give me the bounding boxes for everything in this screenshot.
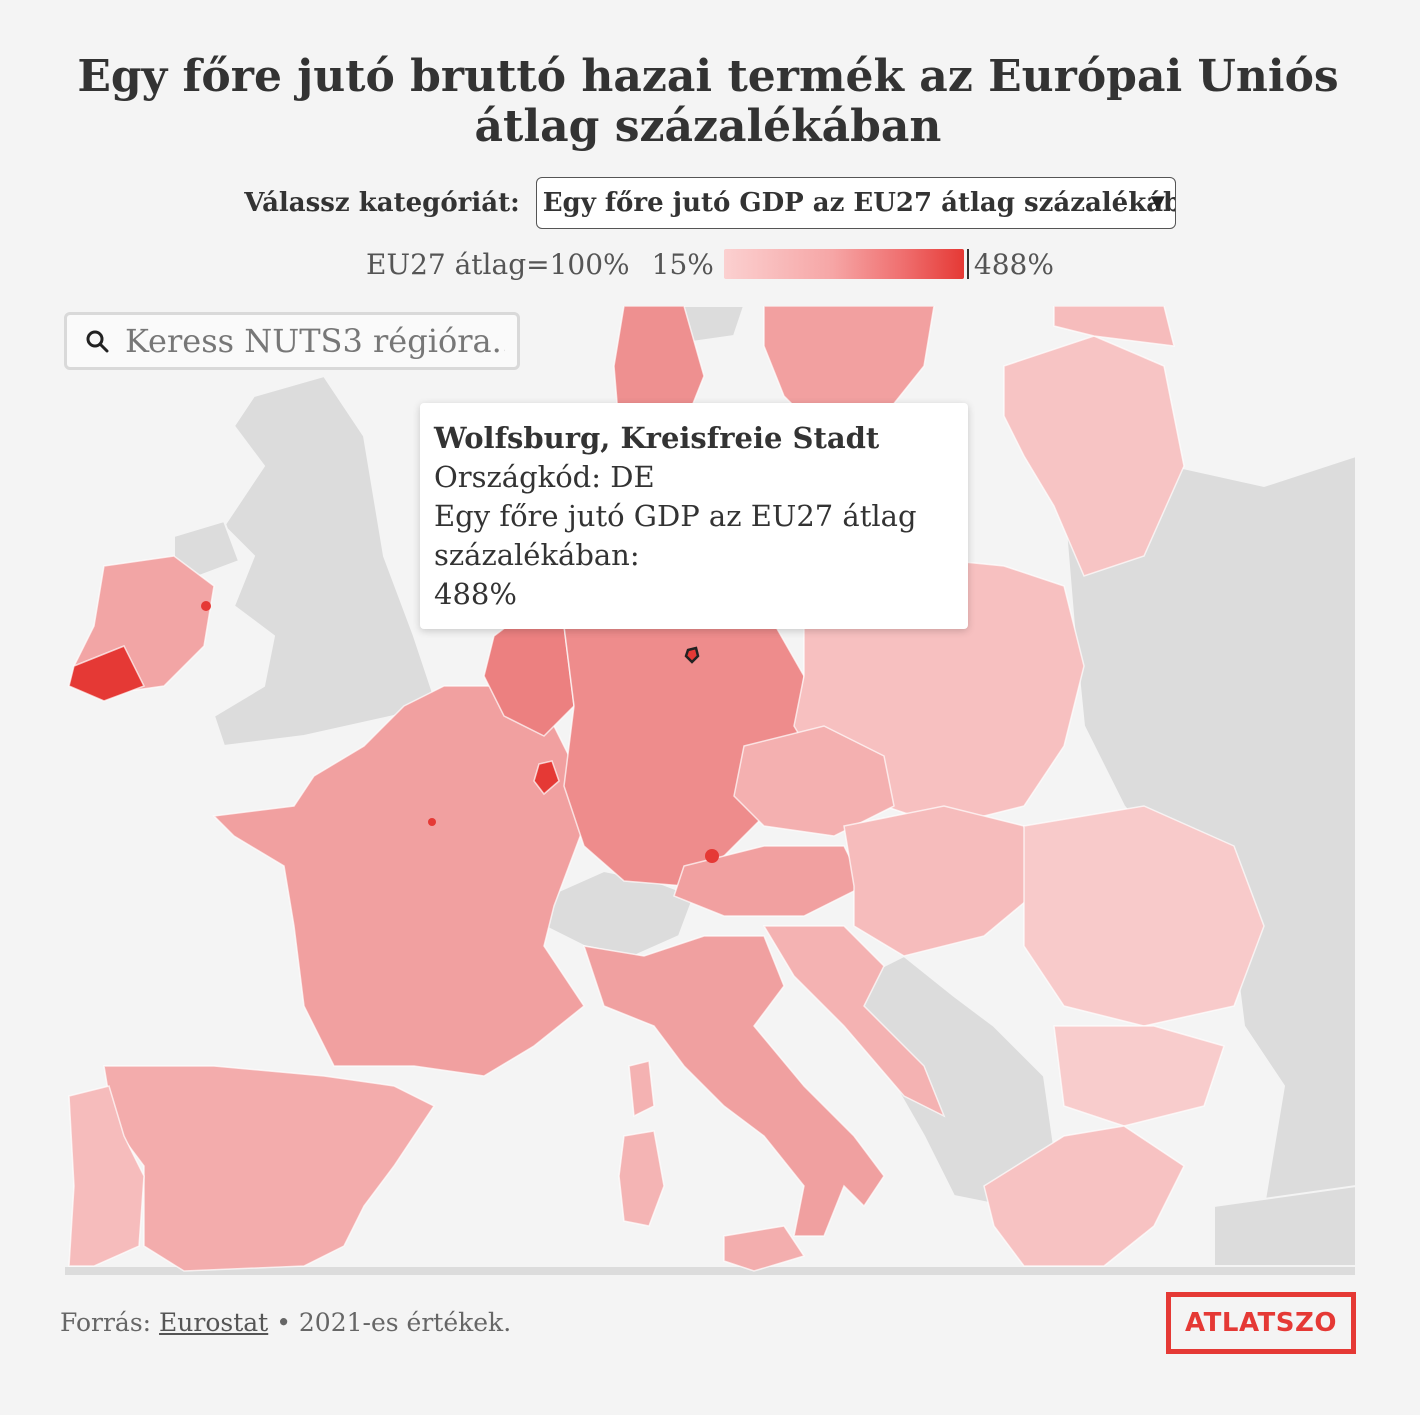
category-controls: Válassz kategóriát: Egy főre jutó GDP az… <box>0 176 1420 230</box>
region-ireland-south-west <box>68 645 146 702</box>
region-north-africa <box>64 1265 1356 1276</box>
region-hungary-slovakia <box>843 805 1045 957</box>
region-bulgaria <box>1053 1025 1225 1127</box>
source-footer: Forrás: Eurostat • 2021-es értékek. <box>60 1308 511 1337</box>
category-label: Válassz kategóriát: <box>244 188 520 218</box>
region-luxembourg <box>533 760 560 796</box>
hotspot-munich <box>705 849 719 863</box>
region-turkey-edge <box>1213 1184 1356 1276</box>
color-legend: EU27 átlag=100% 15% 488% <box>0 244 1420 284</box>
tooltip-metric-label: Egy főre jutó GDP az EU27 átlag százalék… <box>434 499 917 572</box>
tooltip-country-code: Országkód: DE <box>434 460 655 494</box>
region-romania <box>1023 805 1265 1027</box>
tooltip-value: 488% <box>434 577 517 611</box>
page-title: Egy főre jutó bruttó hazai termék az Eur… <box>77 51 1339 152</box>
region-search-box[interactable] <box>64 312 520 370</box>
legend-max-label: 488% <box>973 247 1054 281</box>
region-sicily <box>723 1225 806 1272</box>
category-select[interactable]: Egy főre jutó GDP az EU27 átlag százalék… <box>535 177 1176 229</box>
region-greece <box>983 1125 1185 1267</box>
region-austria <box>673 845 866 917</box>
chevron-down-icon: ▼ <box>1150 192 1165 213</box>
search-icon <box>86 330 109 353</box>
region-sardinia <box>618 1130 665 1227</box>
region-portugal <box>68 1085 145 1267</box>
region-italy <box>582 935 885 1237</box>
region-finland-edge <box>1053 306 1175 347</box>
region-slovenia-croatia <box>762 925 946 1118</box>
legend-gradient-bar <box>723 249 969 279</box>
legend-value-marker <box>966 249 969 279</box>
footer-suffix: • 2021-es értékek. <box>276 1308 512 1337</box>
atlatszo-logo[interactable]: ATLATSZO <box>1166 1292 1356 1354</box>
footer-prefix: Forrás: <box>60 1308 152 1337</box>
region-tooltip: Wolfsburg, Kreisfreie Stadt Országkód: D… <box>420 403 968 629</box>
region-great-britain <box>212 374 436 748</box>
legend-average-label: EU27 átlag=100% <box>366 247 630 281</box>
region-search-input[interactable] <box>123 321 507 361</box>
category-select-value: Egy főre jutó GDP az EU27 átlag százalék… <box>542 188 1176 218</box>
region-spain <box>103 1065 436 1272</box>
region-france <box>212 685 586 1077</box>
source-link[interactable]: Eurostat <box>159 1308 269 1337</box>
region-czechia <box>733 725 895 837</box>
region-baltics <box>1003 335 1185 577</box>
hotspot-paris <box>428 818 436 826</box>
region-corsica <box>628 1060 655 1118</box>
selected-region-wolfsburg <box>684 646 700 664</box>
legend-min-label: 15% <box>651 247 714 281</box>
hotspot-dublin <box>201 601 211 611</box>
tooltip-region-name: Wolfsburg, Kreisfreie Stadt <box>434 421 880 455</box>
